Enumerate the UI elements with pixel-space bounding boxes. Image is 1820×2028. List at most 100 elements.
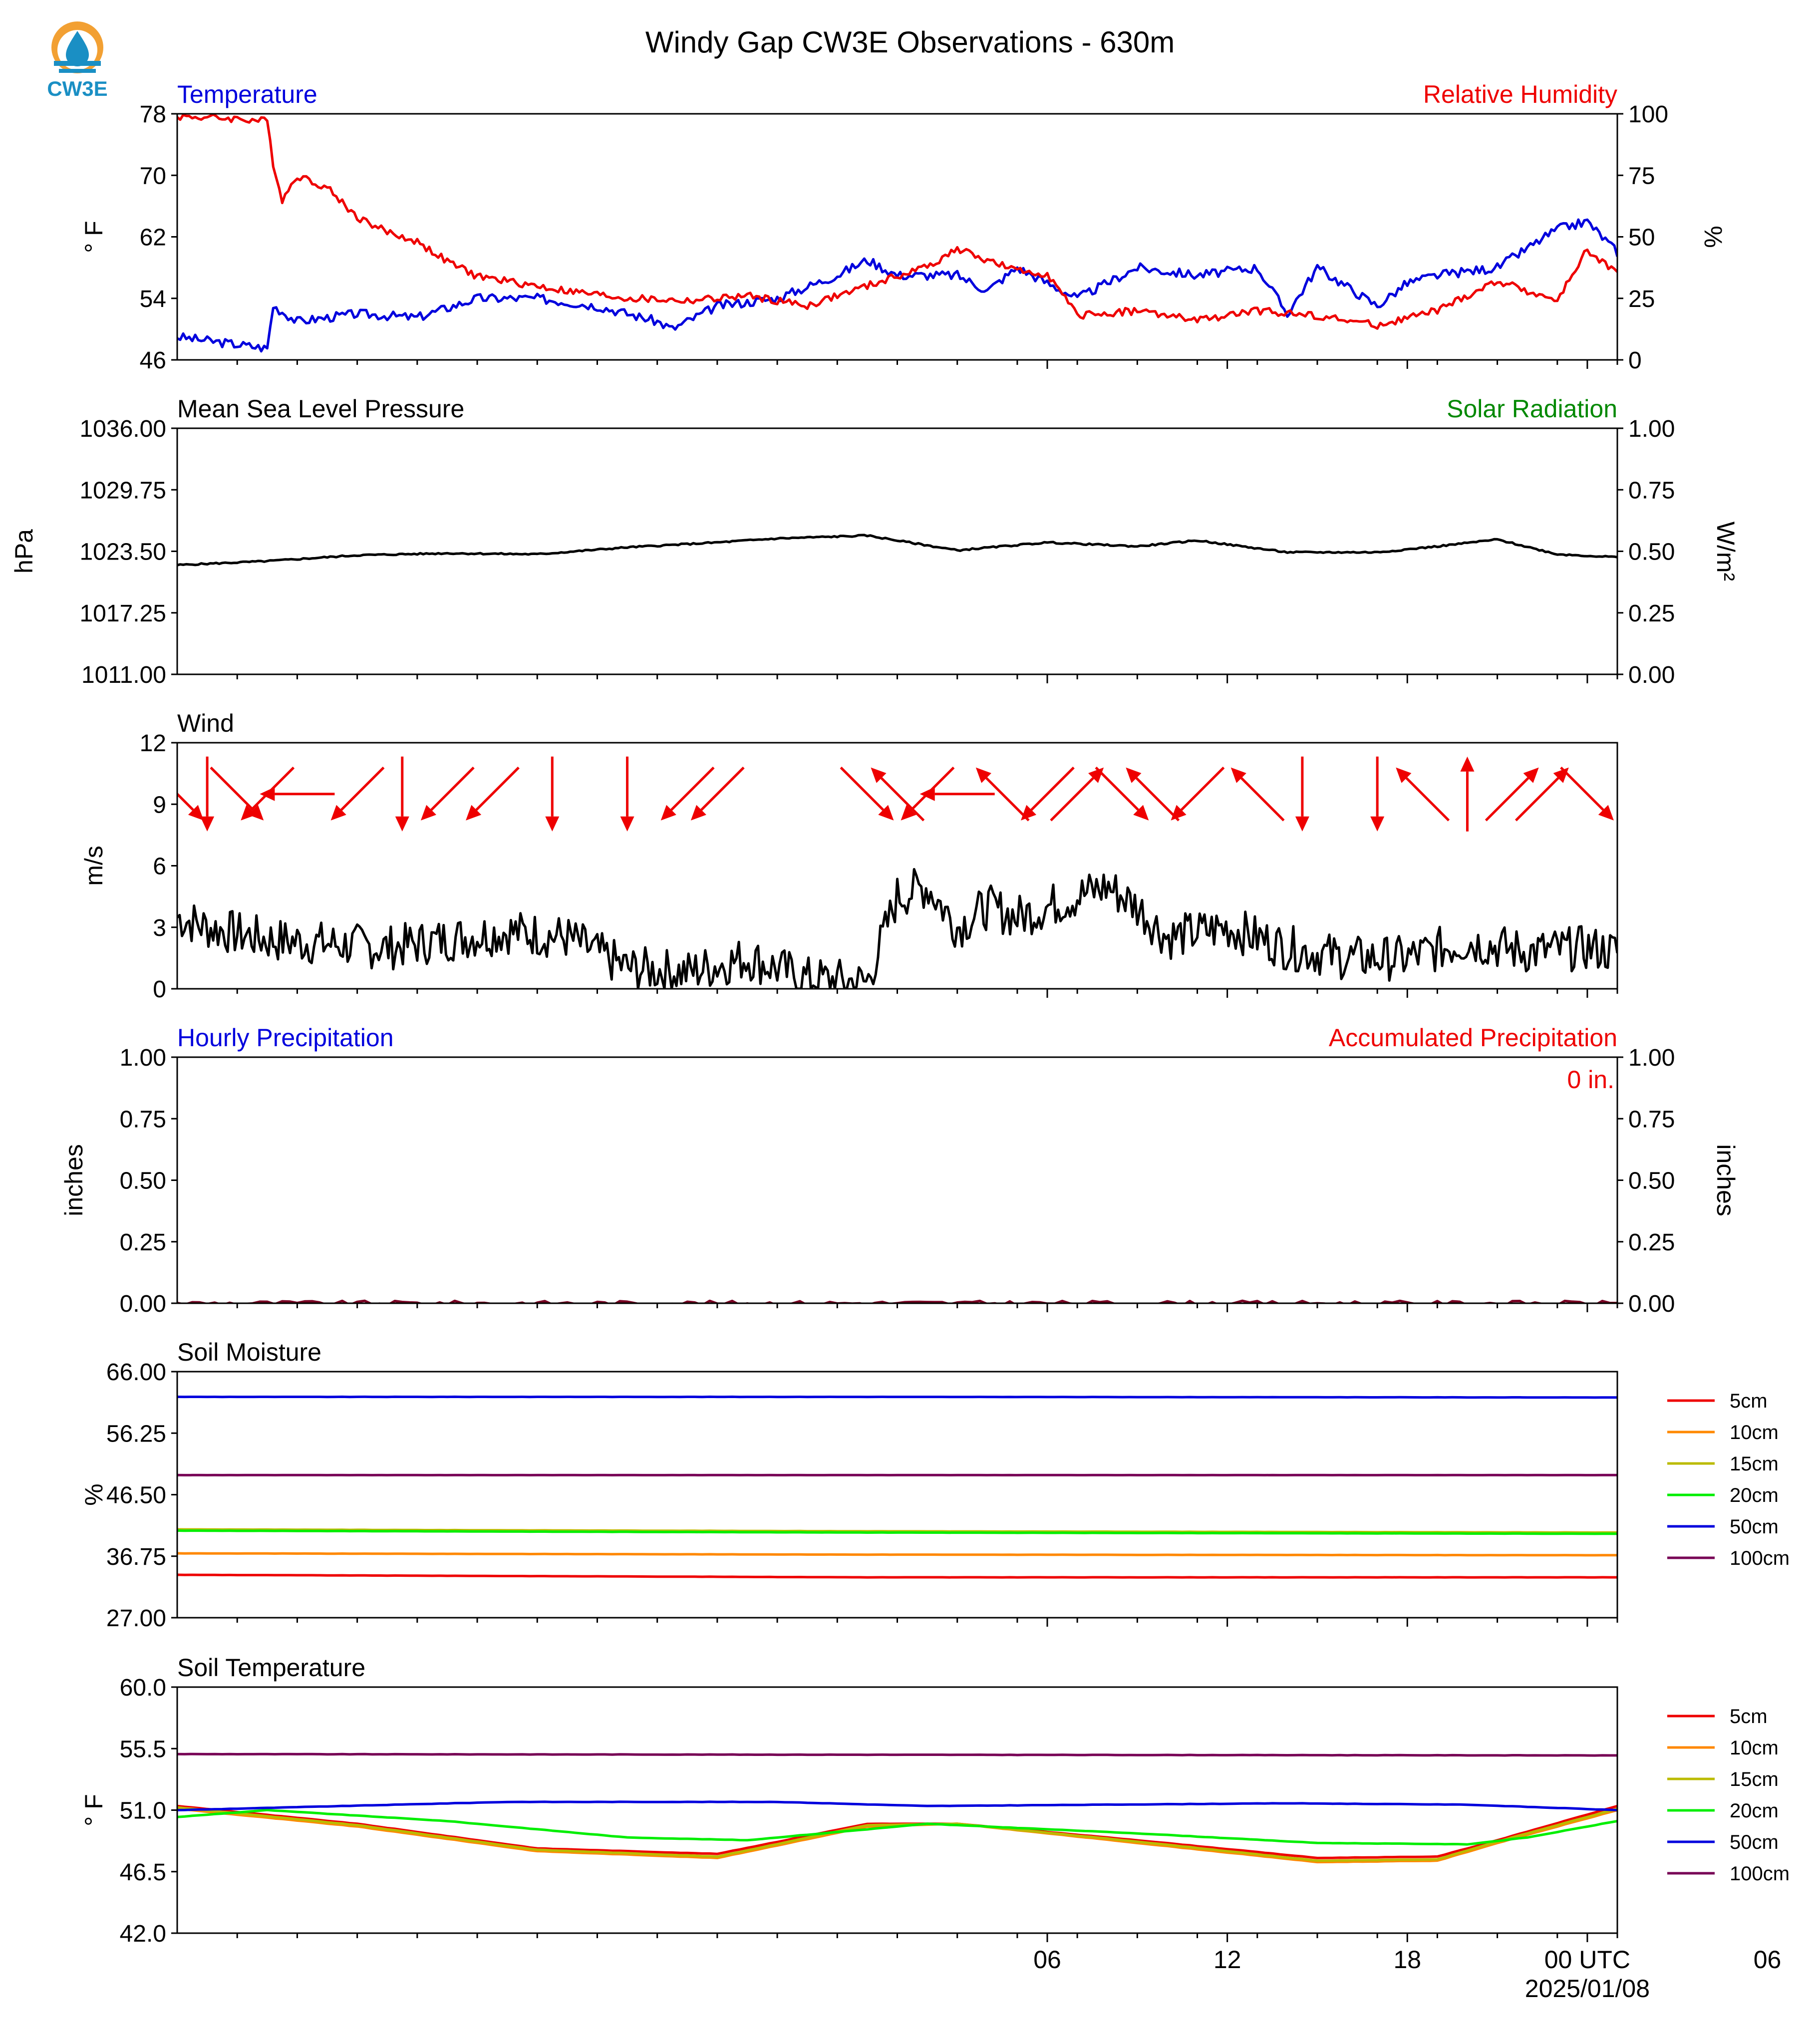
x-tick-label: 00 UTC xyxy=(1544,1946,1630,1974)
wind-arrow-shaft xyxy=(177,792,194,811)
wind-arrow-shaft xyxy=(985,777,1030,822)
panel-title-left: Mean Sea Level Pressure xyxy=(177,395,464,423)
y-tick-label: 60.0 xyxy=(120,1675,166,1701)
panel-precip: Hourly Precipitation Accumulated Precipit… xyxy=(60,1024,1740,1317)
y-tick-label: 42.0 xyxy=(120,1921,166,1947)
wind-arrow-head xyxy=(1133,805,1149,821)
y-tick-label: 3 xyxy=(153,915,166,941)
y2-tick-label: 50 xyxy=(1628,225,1655,251)
wind-arrow-head xyxy=(1126,767,1142,783)
panel-title-left: Soil Temperature xyxy=(177,1654,365,1682)
wind-arrow xyxy=(1295,756,1309,832)
y-tick-label: 46.50 xyxy=(106,1482,166,1509)
wind-arrow xyxy=(1396,767,1450,822)
wind-arrow-head xyxy=(660,805,676,821)
wind-arrow xyxy=(200,756,215,832)
plot-area xyxy=(177,756,1617,989)
y2-tick-label: 0.75 xyxy=(1628,1106,1675,1133)
wind-arrow-head xyxy=(690,805,706,821)
wind-arrow-shaft xyxy=(1030,766,1075,811)
series-line-100cm xyxy=(177,1752,1617,1757)
series-line-temperature xyxy=(177,218,1617,353)
y-axis-label: inches xyxy=(60,1144,88,1216)
wind-arrow xyxy=(620,756,634,832)
series-line-relative-humidity xyxy=(177,114,1617,330)
y2-tick-label: 0.50 xyxy=(1628,539,1675,566)
wind-arrow-shaft xyxy=(1095,766,1139,811)
plot-area xyxy=(177,1395,1617,1579)
wind-arrow xyxy=(1485,767,1539,822)
y2-tick-label: 0.25 xyxy=(1628,600,1675,627)
y-tick-label: 54 xyxy=(140,286,166,312)
wind-arrow-head xyxy=(1598,805,1614,821)
y-axis-label: ° F xyxy=(80,1794,108,1826)
y2-axis-label: W/m² xyxy=(1712,522,1740,581)
y-tick-label: 0.75 xyxy=(120,1106,166,1133)
wind-arrow xyxy=(660,766,715,821)
wind-arrow-shaft xyxy=(210,766,254,811)
legend-label: 100cm xyxy=(1730,1863,1790,1885)
wind-arrow xyxy=(395,756,409,832)
wind-arrow-shaft xyxy=(340,766,385,811)
plot-frame xyxy=(176,1371,1618,1619)
y2-axis-label: % xyxy=(1699,226,1727,248)
legend-label: 50cm xyxy=(1730,1831,1779,1853)
panel-title-right: Relative Humidity xyxy=(1423,80,1617,108)
y-axis-label: hPa xyxy=(10,529,38,574)
y2-tick-label: 0.00 xyxy=(1628,1291,1675,1317)
wind-arrow xyxy=(840,766,894,821)
y-tick-label: 36.75 xyxy=(106,1544,166,1570)
legend-label: 50cm xyxy=(1730,1516,1779,1538)
plot-frame xyxy=(176,427,1618,675)
wind-arrow-shaft xyxy=(430,766,475,811)
series-line-5cm xyxy=(177,1573,1617,1579)
y-tick-label: 56.25 xyxy=(106,1421,166,1447)
wind-arrow xyxy=(330,766,385,821)
wind-arrow-head xyxy=(248,805,264,821)
y2-tick-label: 100 xyxy=(1628,101,1668,128)
wind-arrow xyxy=(1050,767,1104,822)
wind-arrow xyxy=(1095,766,1149,821)
plot-area xyxy=(177,114,1617,353)
wind-arrow xyxy=(919,787,995,801)
plot-frame xyxy=(176,1056,1618,1304)
wind-arrow xyxy=(545,756,560,832)
x-tick-label: 06 xyxy=(1754,1946,1782,1974)
y-tick-label: 46.5 xyxy=(120,1859,166,1886)
legend-label: 10cm xyxy=(1730,1422,1779,1444)
y2-tick-label: 1.00 xyxy=(1628,1045,1675,1071)
y-tick-label: 78 xyxy=(140,101,166,128)
legend-label: 15cm xyxy=(1730,1453,1779,1475)
plot-frame xyxy=(176,742,1618,990)
wind-arrow-shaft xyxy=(1560,766,1604,811)
wind-arrow-shaft xyxy=(880,777,925,822)
wind-arrow-shaft xyxy=(1485,777,1529,822)
wind-arrow xyxy=(1126,767,1180,822)
wind-arrow-head xyxy=(1230,767,1246,783)
plot-area xyxy=(177,534,1617,567)
y-tick-label: 1029.75 xyxy=(79,477,166,504)
y-tick-label: 6 xyxy=(153,854,166,880)
legend-label: 20cm xyxy=(1730,1484,1779,1506)
plot-frame xyxy=(176,1686,1618,1934)
wind-arrow xyxy=(975,767,1030,822)
logo: CW3E xyxy=(47,21,108,100)
wind-arrow-head xyxy=(901,805,916,821)
wind-arrow-shaft xyxy=(670,766,715,811)
series-line-50cm xyxy=(177,1395,1617,1399)
y-tick-label: 0 xyxy=(153,976,166,1003)
legend-label: 20cm xyxy=(1730,1800,1779,1822)
wind-arrow-head xyxy=(545,816,560,832)
y-axis-label: % xyxy=(80,1483,108,1505)
logo-text: CW3E xyxy=(47,77,107,100)
panel-title-left: Wind xyxy=(177,709,234,737)
y-tick-label: 0.25 xyxy=(120,1229,166,1256)
wind-arrow-head xyxy=(260,787,275,801)
y2-tick-label: 75 xyxy=(1628,163,1655,189)
y-tick-label: 46 xyxy=(140,347,166,374)
y2-axis-label: inches xyxy=(1712,1144,1740,1216)
panel-soil-temp: Soil Temperature 60.0 55.5 51.0 46.5 42.0 ° F 5… xyxy=(80,1654,1790,1947)
y-tick-label: 55.5 xyxy=(120,1736,166,1762)
y-tick-label: 1017.25 xyxy=(79,600,166,627)
